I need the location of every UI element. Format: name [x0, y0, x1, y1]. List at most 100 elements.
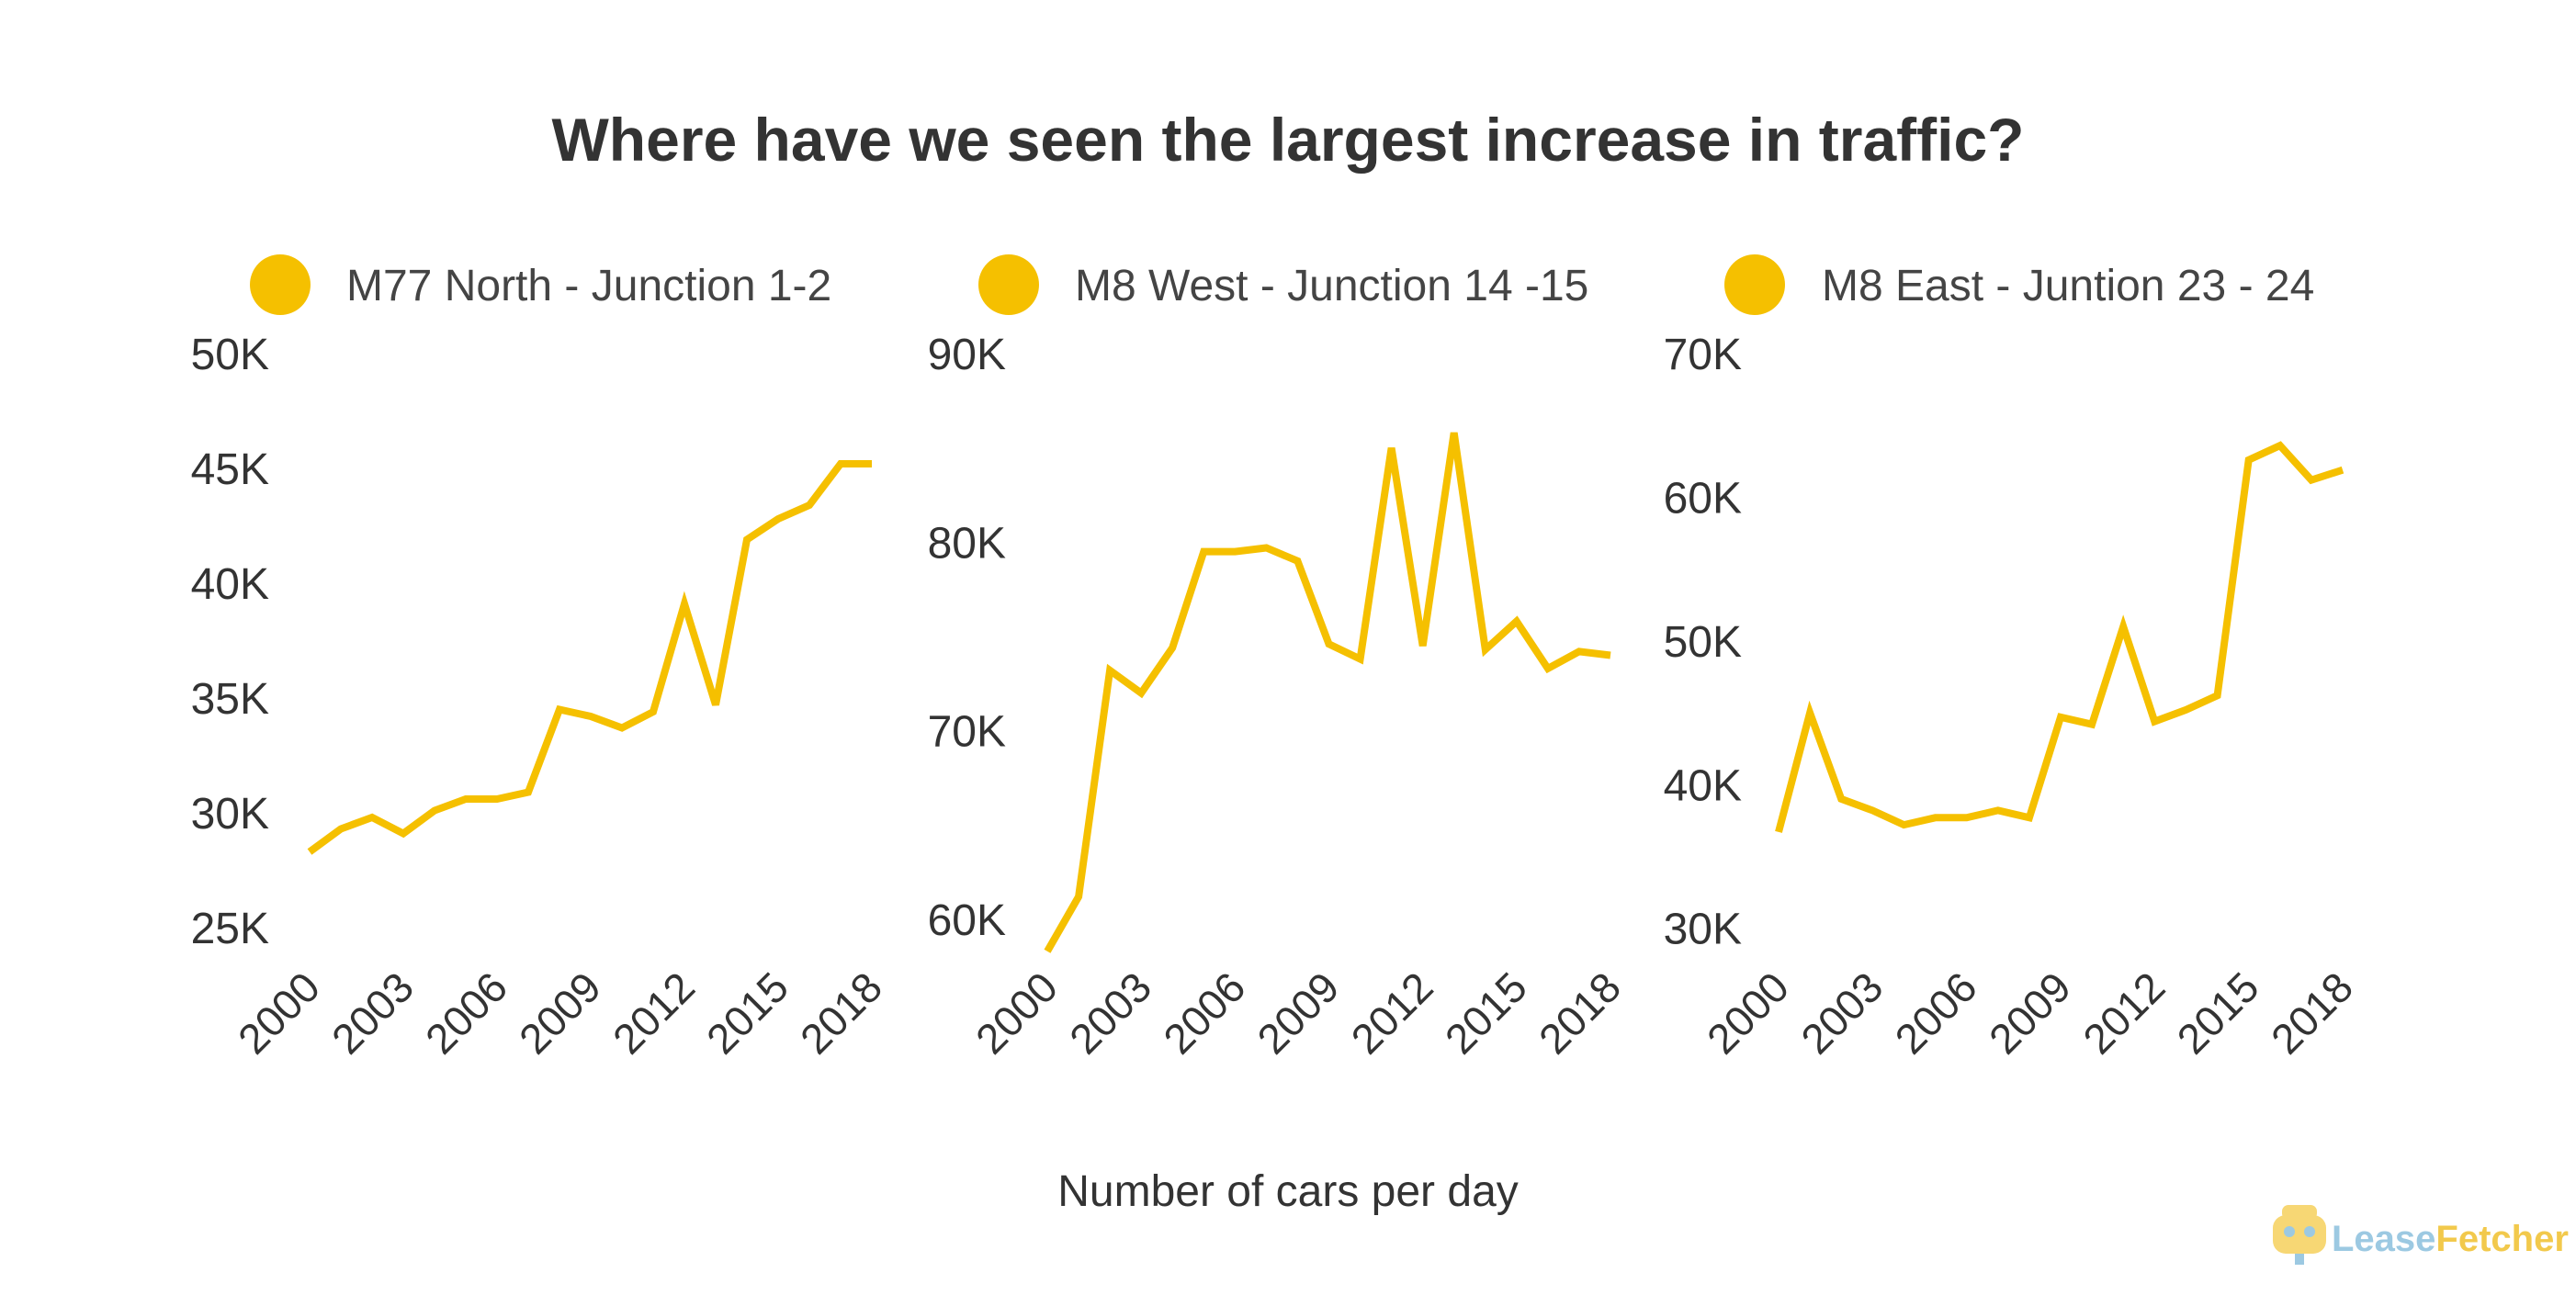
chart-panel-2: M8 West - Junction 14 -15 60K 70K 80K 90K 200… — [928, 254, 1630, 1063]
data-point — [2215, 693, 2220, 698]
data-point — [682, 602, 687, 607]
data-point — [744, 537, 750, 543]
data-point — [369, 815, 375, 820]
y-tick-label: 60K — [928, 896, 1006, 945]
y-tick-label: 35K — [191, 675, 269, 724]
data-point — [494, 796, 500, 802]
data-point — [1576, 648, 1582, 654]
legend-marker — [250, 254, 311, 315]
legend-label: M8 West - Junction 14 -15 — [1075, 262, 1588, 310]
data-point — [1483, 647, 1488, 652]
y-tick-label: 45K — [191, 445, 269, 494]
legend-marker — [978, 254, 1039, 315]
data-point — [307, 850, 312, 855]
x-tick-label: 2009 — [1248, 963, 1348, 1063]
data-point — [1045, 949, 1050, 954]
data-point — [1995, 807, 2001, 813]
data-point — [1838, 796, 1844, 802]
data-point — [1420, 643, 1426, 648]
data-point — [557, 707, 562, 713]
data-point — [2183, 707, 2188, 713]
y-tick-label: 50K — [1664, 618, 1742, 667]
y-tick-label: 40K — [191, 560, 269, 609]
y-tick-label: 25K — [191, 905, 269, 953]
data-point — [1901, 822, 1906, 828]
x-tick-label: 2015 — [1436, 963, 1536, 1063]
chart-panel-3: M8 East - Juntion 23 - 24 30K 40K 50K 60K 70K… — [1664, 254, 2362, 1063]
x-tick-label: 2006 — [1154, 963, 1254, 1063]
x-tick-label: 2003 — [322, 963, 423, 1063]
y-tick-label: 70K — [1664, 331, 1742, 379]
brand-part-2: Fetcher — [2435, 1219, 2569, 1259]
x-tick-label: 2009 — [510, 963, 610, 1063]
data-point — [2152, 718, 2157, 724]
y-tick-label: 90K — [928, 331, 1006, 379]
data-point — [2027, 815, 2032, 820]
brand-part-1: Lease — [2332, 1219, 2435, 1259]
data-point — [2089, 722, 2095, 727]
x-tick-label: 2000 — [1698, 963, 1798, 1063]
data-point — [1138, 691, 1144, 696]
data-point — [1294, 558, 1300, 564]
leasefetcher-logo: LeaseFetcher — [2273, 1205, 2569, 1265]
data-point — [338, 827, 344, 832]
data-point — [1263, 545, 1269, 550]
data-point — [2340, 467, 2345, 473]
x-tick-label: 2018 — [1530, 963, 1630, 1063]
x-tick-label: 2003 — [1060, 963, 1160, 1063]
x-tick-label: 2012 — [604, 963, 704, 1063]
data-point — [1201, 549, 1206, 555]
x-tick-label: 2012 — [1342, 963, 1442, 1063]
x-tick-label: 2000 — [966, 963, 1067, 1063]
data-point — [869, 461, 875, 467]
data-point — [713, 703, 718, 708]
chart-title: Where have we seen the largest increase … — [552, 106, 2025, 174]
brand-wordmark: LeaseFetcher — [2332, 1219, 2569, 1259]
data-point — [1076, 894, 1081, 899]
data-point — [838, 461, 843, 467]
y-tick-label: 50K — [191, 331, 269, 379]
data-point — [775, 516, 781, 522]
y-tick-label: 60K — [1664, 474, 1742, 523]
y-tick-label: 30K — [191, 790, 269, 839]
x-tick-label: 2003 — [1791, 963, 1892, 1063]
data-point — [2309, 478, 2314, 483]
data-point — [401, 831, 406, 837]
y-tick-label: 30K — [1664, 906, 1742, 954]
data-point — [1358, 657, 1363, 662]
car-mascot-icon — [2273, 1205, 2326, 1265]
x-tick-label: 2009 — [1980, 963, 2080, 1063]
x-tick-label: 2000 — [229, 963, 329, 1063]
data-point — [1514, 619, 1520, 625]
data-point — [2120, 624, 2126, 629]
data-point — [619, 726, 625, 731]
data-point — [1776, 829, 1781, 835]
data-point — [1964, 815, 1970, 820]
x-tick-label: 2012 — [2073, 963, 2174, 1063]
data-point — [588, 714, 593, 719]
x-tick-label: 2018 — [791, 963, 891, 1063]
data-point — [807, 502, 812, 508]
data-point — [1608, 653, 1613, 659]
chart-panels: M77 North - Junction 1-2 25K 30K 35K 40K 45K 5… — [191, 254, 2362, 1063]
data-point — [1545, 666, 1551, 671]
legend-marker — [1724, 254, 1785, 315]
data-point — [525, 790, 531, 795]
data-point — [1870, 807, 1875, 813]
data-point — [1389, 445, 1395, 451]
chart-panel-1: M77 North - Junction 1-2 25K 30K 35K 40K 45K 5… — [191, 254, 891, 1063]
legend-label: M8 East - Juntion 23 - 24 — [1822, 262, 2314, 310]
y-tick-label: 40K — [1664, 761, 1742, 810]
data-point — [1232, 549, 1237, 555]
y-tick-label: 80K — [928, 519, 1006, 568]
data-point — [1107, 668, 1113, 673]
x-tick-label: 2006 — [1886, 963, 1986, 1063]
legend-label: M77 North - Junction 1-2 — [346, 262, 831, 310]
data-point — [2246, 457, 2252, 463]
data-point — [1327, 641, 1332, 647]
data-point — [1933, 815, 1938, 820]
data-point — [432, 808, 437, 814]
x-tick-label: 2015 — [697, 963, 797, 1063]
data-point — [1452, 430, 1457, 435]
